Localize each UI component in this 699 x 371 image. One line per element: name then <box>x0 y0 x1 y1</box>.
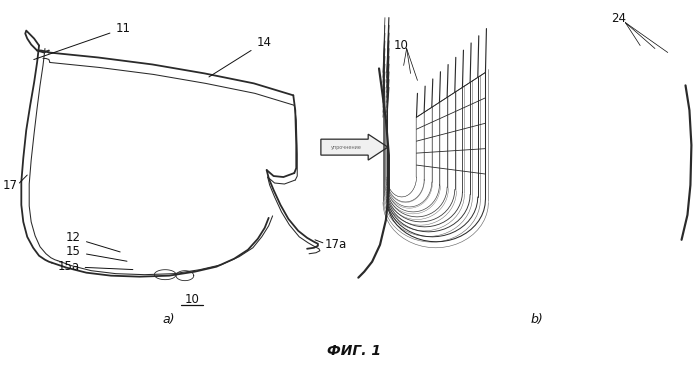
Text: 11: 11 <box>34 22 130 60</box>
Text: ФИГ. 1: ФИГ. 1 <box>327 344 382 358</box>
Text: 15: 15 <box>66 245 127 261</box>
Text: 15a: 15a <box>57 260 133 273</box>
Text: 10: 10 <box>185 293 199 306</box>
Text: 14: 14 <box>209 36 271 77</box>
Polygon shape <box>321 134 388 160</box>
Text: 17: 17 <box>2 178 17 191</box>
Text: 24: 24 <box>611 12 626 25</box>
Text: упрочнение: упрочнение <box>331 145 362 150</box>
Text: a): a) <box>163 313 175 326</box>
Text: 17a: 17a <box>325 238 347 251</box>
Text: 10: 10 <box>394 39 409 52</box>
Text: 12: 12 <box>66 231 120 252</box>
Text: b): b) <box>531 313 543 326</box>
